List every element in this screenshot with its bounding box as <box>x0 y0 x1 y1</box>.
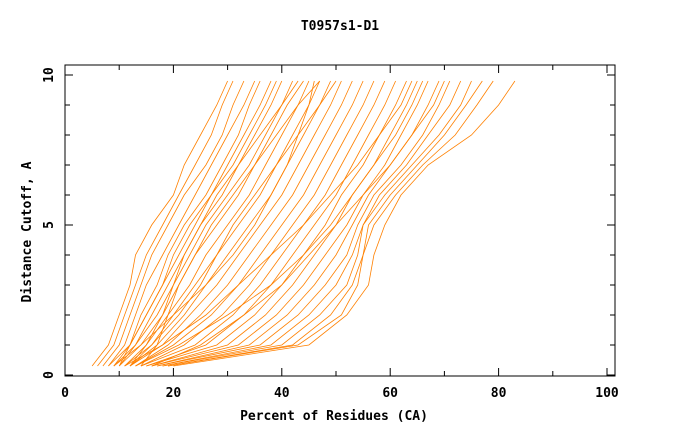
series-line-22 <box>157 80 440 367</box>
series-line-7 <box>113 80 283 367</box>
series-line-25 <box>162 80 472 367</box>
x-tick-label: 40 <box>274 386 290 401</box>
x-tick-label: 60 <box>382 386 398 401</box>
x-axis-label: Percent of Residues (CA) <box>240 409 428 424</box>
series-line-14 <box>135 80 353 367</box>
series-line-21 <box>151 80 429 367</box>
series-line-5 <box>108 80 261 367</box>
tick-labels: 0 20 40 60 80 100 0 5 10 <box>42 67 619 401</box>
chart-title: T0957s1-D1 <box>301 19 379 34</box>
series-line-32 <box>140 80 320 367</box>
x-tick-label: 20 <box>166 386 182 401</box>
series-line-16 <box>140 80 375 367</box>
series-line-9 <box>118 80 304 367</box>
y-tick-label: 0 <box>42 371 57 379</box>
series-line-34 <box>135 80 424 367</box>
series-line-26 <box>167 80 483 367</box>
series-line-19 <box>146 80 407 367</box>
series-line-27 <box>167 80 494 367</box>
y-axis-label: Distance Cutoff, A <box>20 161 35 302</box>
series-line-2 <box>97 80 234 367</box>
series-line-3 <box>102 80 245 367</box>
series-line-30 <box>124 80 413 367</box>
series-line-10 <box>124 80 310 367</box>
series-line-11 <box>124 80 321 367</box>
series-line-4 <box>108 80 256 367</box>
x-tick-label: 80 <box>491 386 507 401</box>
y-tick-label: 10 <box>42 67 57 83</box>
series-line-15 <box>135 80 364 367</box>
series-line-17 <box>140 80 386 367</box>
x-tick-label: 100 <box>595 386 619 401</box>
y-tick-label: 5 <box>42 221 57 229</box>
series-line-12 <box>129 80 331 367</box>
series-line-6 <box>113 80 272 367</box>
series-line-1 <box>91 80 228 367</box>
series-line-18 <box>146 80 396 367</box>
series-line-29 <box>113 80 315 367</box>
series-line-23 <box>157 80 451 367</box>
series-lines <box>91 80 516 367</box>
axis-ticks <box>64 65 615 376</box>
series-line-13 <box>129 80 342 367</box>
series-line-35 <box>151 80 445 367</box>
series-line-8 <box>118 80 293 367</box>
plot-frame <box>64 64 616 377</box>
x-tick-label: 0 <box>61 386 69 401</box>
series-line-36 <box>129 80 337 367</box>
series-line-31 <box>129 80 299 367</box>
series-line-33 <box>118 80 277 367</box>
series-line-28 <box>173 80 516 367</box>
